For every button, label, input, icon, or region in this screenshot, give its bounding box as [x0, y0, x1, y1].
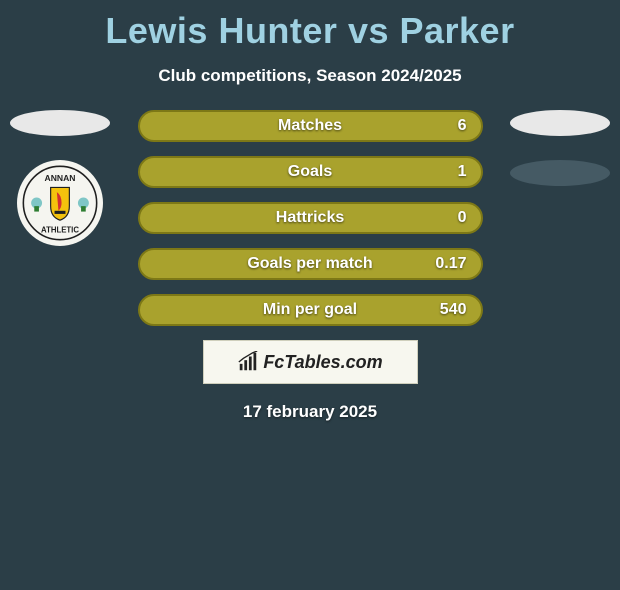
badge-top-text: ANNAN	[45, 173, 76, 183]
stat-bars: Matches 6 Goals 1 Hattricks 0 Goals per …	[138, 110, 483, 326]
stat-label: Goals	[288, 163, 332, 181]
brand-attribution[interactable]: FcTables.com	[203, 340, 418, 384]
stat-bar: Goals per match 0.17	[138, 248, 483, 280]
stat-label: Goals per match	[247, 255, 372, 273]
player-oval-placeholder	[10, 110, 110, 136]
stat-value: 540	[440, 301, 467, 319]
stat-bar: Goals 1	[138, 156, 483, 188]
stat-bar: Hattricks 0	[138, 202, 483, 234]
badge-bottom-text: ATHLETIC	[41, 226, 79, 235]
stat-bar: Matches 6	[138, 110, 483, 142]
stat-value: 0	[458, 209, 467, 227]
page-subtitle: Club competitions, Season 2024/2025	[0, 66, 620, 86]
right-player-column	[510, 110, 610, 210]
comparison-content: ANNAN ATHLETIC Matches 6 Goals 1	[0, 110, 620, 422]
stat-bar: Min per goal 540	[138, 294, 483, 326]
stat-value: 6	[458, 117, 467, 135]
stat-value: 1	[458, 163, 467, 181]
player-oval-placeholder	[510, 110, 610, 136]
player-oval-placeholder	[510, 160, 610, 186]
stat-label: Matches	[278, 117, 342, 135]
stat-label: Hattricks	[276, 209, 344, 227]
left-player-column: ANNAN ATHLETIC	[10, 110, 110, 246]
bar-chart-icon	[237, 351, 259, 373]
page-title: Lewis Hunter vs Parker	[0, 10, 620, 52]
club-badge: ANNAN ATHLETIC	[17, 160, 103, 246]
snapshot-date: 17 february 2025	[0, 402, 620, 422]
stat-value: 0.17	[435, 255, 466, 273]
stat-label: Min per goal	[263, 301, 357, 319]
club-badge-icon: ANNAN ATHLETIC	[21, 164, 99, 242]
brand-text: FcTables.com	[263, 352, 382, 373]
